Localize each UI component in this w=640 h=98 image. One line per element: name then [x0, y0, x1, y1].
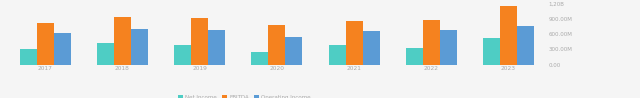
Bar: [20, 49, 36, 65]
Bar: [440, 30, 457, 65]
Bar: [268, 25, 285, 65]
Bar: [191, 18, 208, 65]
Bar: [328, 45, 346, 65]
Bar: [114, 17, 131, 65]
Bar: [500, 6, 517, 65]
Bar: [54, 33, 70, 65]
Legend: Net Income, EBITDA, Operating Income: Net Income, EBITDA, Operating Income: [175, 93, 313, 98]
Bar: [131, 29, 148, 65]
Bar: [252, 52, 268, 65]
Bar: [517, 26, 534, 65]
Bar: [406, 48, 423, 65]
Bar: [362, 31, 380, 65]
Bar: [423, 20, 440, 65]
Bar: [36, 23, 54, 65]
Bar: [346, 21, 362, 65]
Bar: [285, 37, 302, 65]
Bar: [483, 38, 500, 65]
Bar: [97, 43, 114, 65]
Bar: [174, 45, 191, 65]
Bar: [208, 30, 225, 65]
